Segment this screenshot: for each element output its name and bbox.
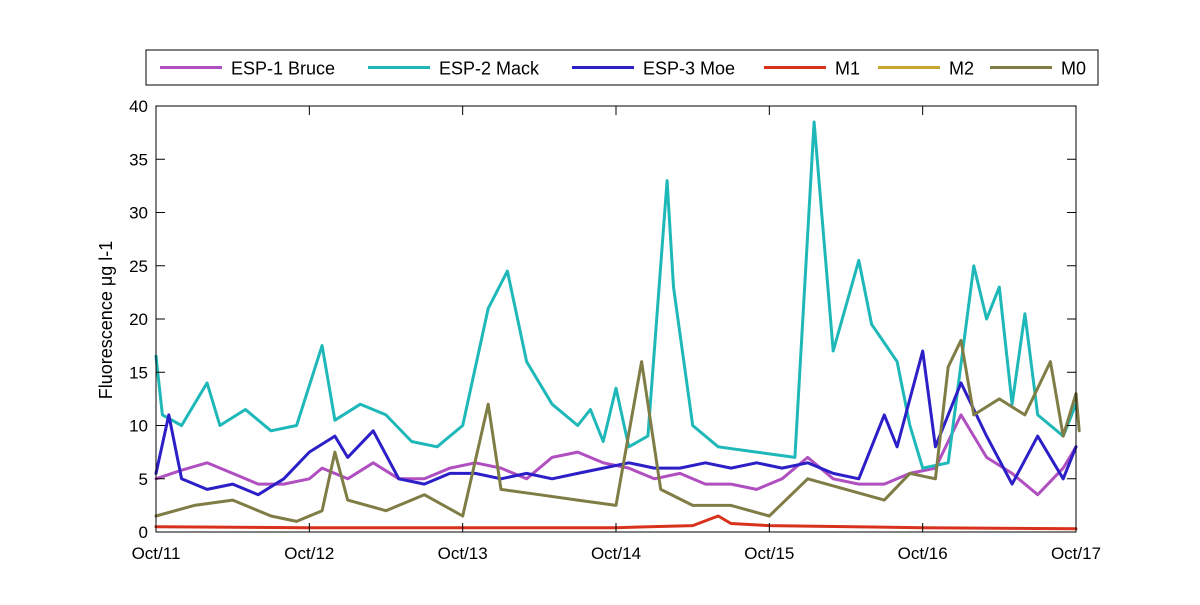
x-tick-label: Oct/13	[438, 544, 488, 563]
y-tick-label: 15	[129, 363, 148, 382]
legend-label-4: M1	[835, 59, 860, 79]
plot-area	[156, 106, 1076, 532]
y-tick-label: 25	[129, 257, 148, 276]
y-axis-label: Fluorescence μg l-1	[96, 241, 116, 399]
legend-label-6: M0	[1061, 59, 1086, 79]
y-tick-label: 5	[139, 470, 148, 489]
legend-label-5: M2	[949, 59, 974, 79]
x-tick-label: Oct/15	[744, 544, 794, 563]
axes-layer: 0 5 10 15 20 25 30 35 40 Oct/11 Oct/12 Oct/13 Oct/14…	[129, 97, 1101, 563]
series-line-2	[154, 120, 1078, 470]
series-line-6	[154, 338, 1081, 523]
y-tick-label: 10	[129, 417, 148, 436]
plot-frame-background	[156, 106, 1076, 532]
y-tick-label: 0	[139, 523, 148, 542]
legend-label-2: ESP-2 Mack	[439, 59, 540, 79]
x-tick-label: Oct/12	[284, 544, 334, 563]
legend: ESP-1 Bruce ESP-2 Mack ESP-3 Moe M1 M2 M0	[145, 49, 1099, 86]
x-tick-label: Oct/14	[591, 544, 641, 563]
y-tick-label: 30	[129, 204, 148, 223]
x-tick-label: Oct/16	[898, 544, 948, 563]
series-line-4	[154, 514, 1078, 531]
series-layer	[154, 120, 1081, 531]
legend-label-3: ESP-3 Moe	[643, 59, 735, 79]
x-tick-label: Oct/17	[1051, 544, 1101, 563]
y-tick-label: 20	[129, 310, 148, 329]
y-tick-label: 35	[129, 150, 148, 169]
x-tick-label: Oct/11	[132, 544, 181, 563]
series-line-3	[154, 349, 1078, 497]
y-tick-label: 40	[129, 97, 148, 116]
legend-label-1: ESP-1 Bruce	[231, 59, 335, 79]
